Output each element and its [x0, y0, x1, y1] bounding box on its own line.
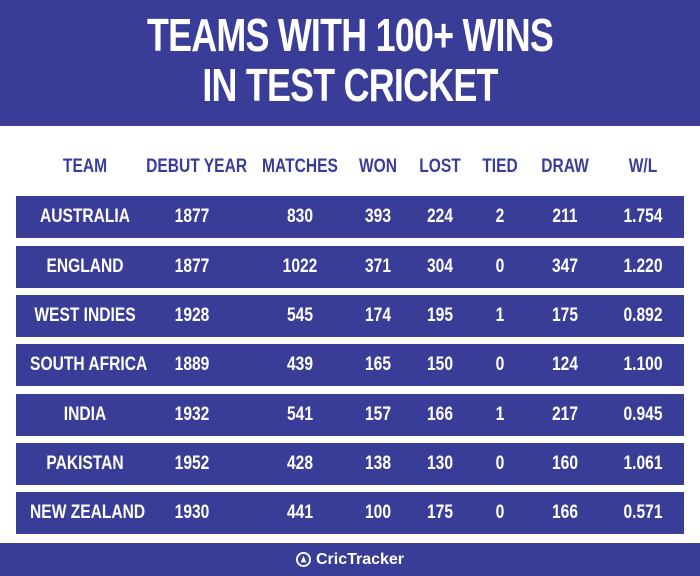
table-header: TEAM DEBUT YEAR MATCHES WON LOST TIED DR… [0, 156, 700, 182]
cell-won: 165 [364, 354, 391, 375]
table-row: ENGLAND 1877 1022 371 304 0 347 1.220 [16, 246, 684, 288]
cell-won: 157 [364, 404, 391, 425]
cell-team: PAKISTAN [46, 453, 124, 474]
title-line-1: TEAMS WITH 100+ WINS [146, 9, 554, 61]
cell-debut-year: 1930 [174, 502, 210, 523]
cell-won: 138 [364, 453, 391, 474]
cell-wl: 0.571 [623, 502, 663, 523]
cell-draw: 160 [551, 453, 578, 474]
cell-won: 100 [364, 502, 391, 523]
table-row: INDIA 1932 541 157 166 1 217 0.945 [16, 394, 684, 436]
cell-won: 371 [364, 256, 391, 277]
cell-matches: 441 [286, 502, 313, 523]
footer-bar: CricTracker [0, 543, 700, 576]
cell-tied: 0 [495, 354, 505, 375]
header-matches: MATCHES [262, 156, 338, 177]
cell-debut-year: 1877 [174, 256, 210, 277]
header-wl: W/L [628, 156, 658, 177]
cell-won: 393 [364, 206, 391, 227]
cell-wl: 0.945 [623, 404, 663, 425]
cell-matches: 428 [286, 453, 313, 474]
cell-matches: 545 [286, 305, 313, 326]
cell-draw: 166 [551, 502, 578, 523]
cell-lost: 166 [426, 404, 453, 425]
table-row: AUSTRALIA 1877 830 393 224 2 211 1.754 [16, 196, 684, 238]
table-row: WEST INDIES 1928 545 174 195 1 175 0.892 [16, 295, 684, 337]
cell-draw: 211 [552, 206, 578, 227]
cell-team: ENGLAND [46, 256, 124, 277]
header-lost: LOST [419, 156, 461, 177]
crictracker-logo-icon [295, 552, 311, 567]
cell-debut-year: 1932 [174, 404, 210, 425]
header-won: WON [358, 156, 398, 177]
cell-tied: 0 [495, 256, 505, 277]
cell-won: 174 [364, 305, 391, 326]
table-row: NEW ZEALAND 1930 441 100 175 0 166 0.571 [16, 492, 684, 534]
cell-debut-year: 1952 [174, 453, 210, 474]
cell-team: WEST INDIES [34, 305, 136, 326]
cell-matches: 830 [286, 206, 313, 227]
cell-lost: 175 [426, 502, 453, 523]
cell-matches: 1022 [282, 256, 318, 277]
header-debut-year: DEBUT YEAR [146, 156, 248, 177]
cell-draw: 175 [551, 305, 578, 326]
brand-name: CricTracker [315, 550, 405, 568]
table-row: SOUTH AFRICA 1889 439 165 150 0 124 1.10… [16, 344, 684, 386]
cell-debut-year: 1889 [174, 354, 210, 375]
cell-lost: 195 [426, 305, 453, 326]
cell-tied: 1 [495, 305, 505, 326]
cell-team: INDIA [63, 404, 107, 425]
table-row: PAKISTAN 1952 428 138 130 0 160 1.061 [16, 443, 684, 485]
cell-debut-year: 1877 [174, 206, 210, 227]
cell-team: AUSTRALIA [39, 206, 131, 227]
cell-draw: 347 [551, 256, 578, 277]
header-team: TEAM [62, 156, 108, 177]
cell-wl: 0.892 [623, 305, 663, 326]
cell-tied: 0 [495, 453, 505, 474]
cell-lost: 304 [426, 256, 453, 277]
cell-team: NEW ZEALAND [30, 502, 146, 523]
cell-wl: 1.754 [623, 206, 663, 227]
cell-lost: 224 [426, 206, 453, 227]
title-banner: TEAMS WITH 100+ WINS IN TEST CRICKET [0, 0, 700, 126]
cell-matches: 541 [286, 404, 313, 425]
cell-wl: 1.061 [623, 453, 663, 474]
brand-logo[interactable]: CricTracker [0, 543, 700, 576]
cell-tied: 0 [495, 502, 505, 523]
cell-tied: 2 [495, 206, 505, 227]
cell-team: SOUTH AFRICA [30, 354, 148, 375]
cell-wl: 1.100 [623, 354, 663, 375]
header-draw: DRAW [541, 156, 589, 177]
cell-lost: 130 [426, 453, 453, 474]
cell-draw: 124 [551, 354, 578, 375]
cell-tied: 1 [495, 404, 505, 425]
header-tied: TIED [482, 156, 518, 177]
cell-debut-year: 1928 [174, 305, 210, 326]
cell-matches: 439 [286, 354, 313, 375]
cell-wl: 1.220 [623, 256, 663, 277]
cell-draw: 217 [551, 404, 578, 425]
title-line-2: IN TEST CRICKET [202, 59, 498, 111]
cell-lost: 150 [426, 354, 453, 375]
